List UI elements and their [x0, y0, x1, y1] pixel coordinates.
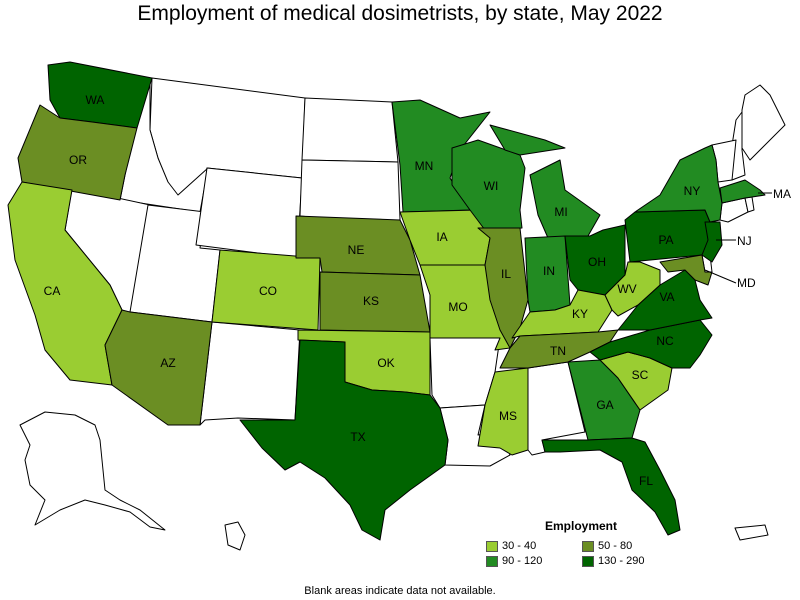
label-ia: IA	[436, 230, 447, 244]
state-tn	[499, 329, 619, 369]
footnote: Blank areas indicate data not available.	[304, 585, 496, 597]
label-va: VA	[659, 290, 674, 304]
label-pa: PA	[658, 233, 673, 247]
state-ak	[19, 411, 166, 531]
label-fl: FL	[639, 474, 653, 488]
label-or: OR	[69, 153, 87, 167]
legend-swatch	[486, 555, 498, 567]
colored-states	[7, 61, 766, 541]
state-nm	[199, 321, 301, 426]
leader-md	[704, 269, 737, 284]
state-labels: WA OR CA AZ CO NE KS OK TX MN IA MO WI I…	[44, 93, 791, 488]
state-az	[104, 309, 213, 426]
legend-item-50-80: 50 - 80	[582, 540, 672, 552]
label-in: IN	[543, 264, 555, 278]
label-ny: NY	[684, 184, 701, 198]
label-ms: MS	[499, 409, 517, 423]
map-title: Employment of medical dosimetrists, by s…	[137, 2, 663, 25]
state-nj	[701, 221, 723, 263]
label-ma: MA	[773, 187, 791, 201]
label-il: IL	[501, 267, 511, 281]
label-nj: NJ	[737, 234, 752, 248]
legend-items: 30 - 40 50 - 80 90 - 120 130 - 290	[486, 540, 666, 567]
legend: Employment 30 - 40 50 - 80 90 - 120 130 …	[486, 519, 666, 567]
state-or	[17, 104, 138, 201]
blank-states	[19, 77, 786, 551]
label-az: AZ	[160, 356, 175, 370]
legend-item-130-290: 130 - 290	[582, 555, 672, 567]
label-tn: TN	[550, 344, 566, 358]
state-ms	[477, 367, 529, 456]
state-me	[741, 84, 786, 161]
label-wi: WI	[484, 179, 499, 193]
state-sd	[299, 159, 401, 226]
state-il	[477, 227, 529, 349]
legend-label: 50 - 80	[598, 540, 633, 552]
legend-swatch	[486, 540, 498, 552]
label-ok: OK	[377, 356, 394, 370]
state-nd	[301, 97, 399, 163]
label-wa: WA	[86, 93, 105, 107]
label-sc: SC	[632, 368, 649, 382]
label-ne: NE	[348, 243, 365, 257]
state-fl	[541, 437, 681, 536]
state-pr	[734, 524, 769, 541]
label-ks: KS	[363, 294, 379, 308]
state-ma	[719, 179, 766, 204]
legend-swatch	[582, 555, 594, 567]
legend-label: 90 - 120	[502, 555, 543, 567]
state-tx	[239, 339, 449, 541]
leader-lines	[704, 192, 772, 284]
legend-label: 30 - 40	[502, 540, 537, 552]
label-wv: WV	[617, 282, 636, 296]
state-hi	[224, 521, 246, 551]
label-ca: CA	[44, 284, 61, 298]
label-nc: NC	[656, 334, 674, 348]
state-wy	[195, 167, 303, 259]
state-ny	[634, 144, 723, 223]
label-tx: TX	[350, 430, 365, 444]
legend-item-30-40: 30 - 40	[486, 540, 582, 552]
state-mi	[489, 124, 601, 239]
label-mo: MO	[448, 300, 467, 314]
legend-label: 130 - 290	[598, 555, 645, 567]
state-wv	[604, 261, 661, 317]
state-wi	[451, 139, 526, 231]
state-md	[659, 254, 713, 286]
label-mn: MN	[415, 159, 434, 173]
label-ga: GA	[596, 398, 613, 412]
legend-title: Employment	[544, 519, 617, 533]
label-md: MD	[737, 276, 756, 290]
label-mi: MI	[554, 205, 567, 219]
label-co: CO	[259, 284, 277, 298]
label-oh: OH	[588, 255, 606, 269]
legend-item-90-120: 90 - 120	[486, 555, 582, 567]
state-nc	[589, 319, 713, 369]
legend-swatch	[582, 540, 594, 552]
label-ky: KY	[572, 307, 588, 321]
